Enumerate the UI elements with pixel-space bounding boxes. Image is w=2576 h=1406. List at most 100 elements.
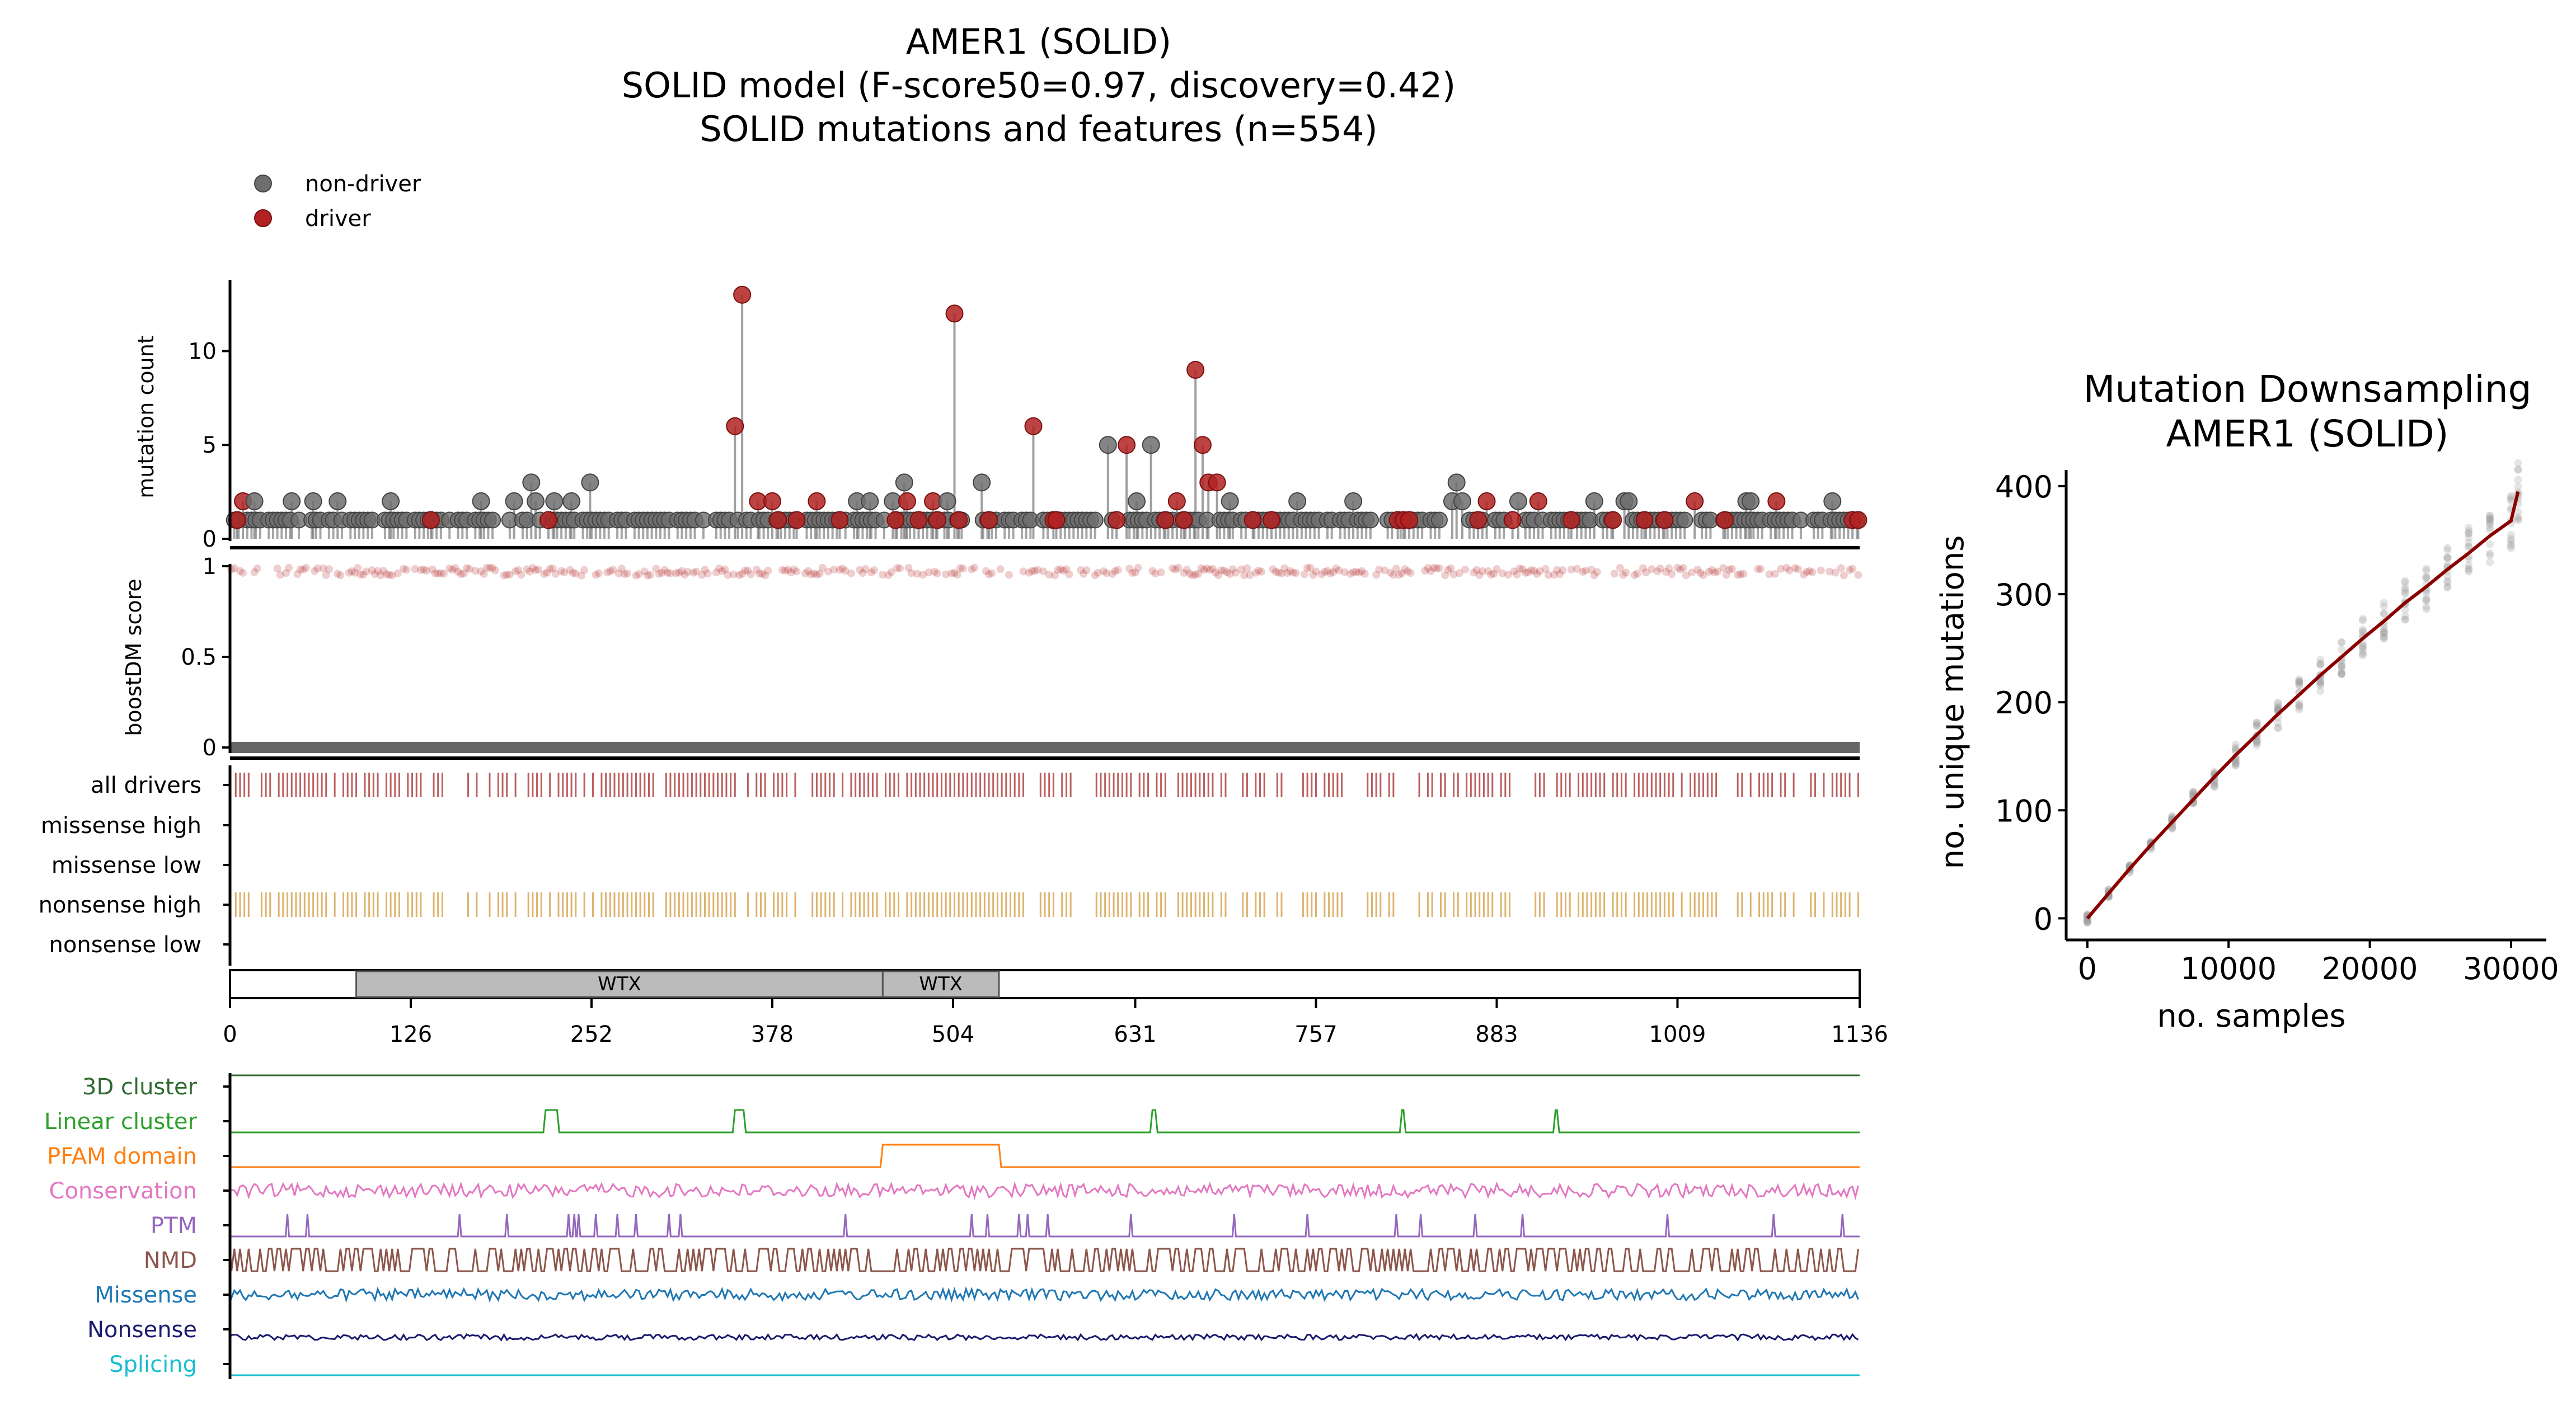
boostdm-point — [534, 565, 543, 573]
boostdm-point — [1277, 569, 1285, 577]
boostdm-point — [1045, 571, 1053, 579]
boostdm-point — [1355, 568, 1363, 577]
downsampling-replicate-point — [2253, 741, 2261, 750]
boostdm-point — [514, 566, 523, 575]
track-ticks — [234, 773, 1859, 917]
boostdm-point — [1180, 568, 1188, 577]
downsampling-title-line-2: AMER1 (SOLID) — [2166, 412, 2448, 455]
boostdm-point — [385, 571, 393, 579]
downsampling-replicate-point — [2401, 605, 2409, 614]
boostdm-point — [1148, 567, 1157, 575]
boostdm-point — [1846, 566, 1854, 574]
boostdm-point — [299, 565, 307, 573]
downsampling-replicate-point — [2514, 513, 2522, 521]
boostdm-point — [1441, 571, 1449, 580]
boostdm-point — [1619, 571, 1627, 579]
track-label: all drivers — [91, 773, 201, 798]
lollipop-head-non-driver — [1447, 473, 1466, 492]
boostdm-point — [1771, 570, 1779, 578]
boostdm-point — [1432, 564, 1441, 572]
boostdm-point — [715, 564, 724, 572]
boostdm-point — [1269, 565, 1277, 573]
boostdm-point — [830, 565, 838, 573]
boostdm-point — [1541, 565, 1550, 573]
downsampling-replicate-point — [2507, 544, 2515, 553]
downsampling-replicate-point — [2465, 566, 2473, 574]
downsampling-replicate-point — [2316, 660, 2325, 668]
downsampling-x-tick-label: 20000 — [2322, 951, 2418, 986]
boostdm-point — [884, 571, 893, 579]
boostdm-point — [681, 571, 689, 579]
downsampling-replicate-point — [2083, 916, 2091, 925]
boostdm-point — [1286, 567, 1294, 575]
boostdm-point — [1722, 571, 1730, 579]
boostdm-point — [807, 570, 815, 579]
downsampling-replicate-point — [2401, 584, 2409, 592]
boostdm-point — [790, 565, 798, 573]
boostdm-point — [1461, 565, 1470, 573]
boostdm-point — [431, 569, 439, 577]
boostdm-point — [896, 564, 904, 572]
boostdm-point — [856, 566, 864, 574]
boostdm-point — [471, 567, 480, 575]
boostdm-point — [841, 567, 850, 575]
boostdm-point — [658, 568, 666, 577]
boostdm-point — [1386, 568, 1395, 577]
feature-lines — [229, 1074, 1860, 1376]
downsampling-replicate-point — [2401, 615, 2409, 624]
lollipop-y-tick-label: 5 — [203, 432, 217, 458]
boostdm-point — [374, 567, 382, 575]
downsampling-replicate-point — [2231, 761, 2240, 769]
downsampling-replicate-point — [2422, 595, 2430, 603]
downsampling-replicate-point — [2422, 603, 2430, 611]
downsampling-replicate-point — [2401, 589, 2409, 598]
boostdm-point — [752, 566, 761, 574]
downsampling-chart: Mutation Downsampling AMER1 (SOLID) no. … — [1935, 368, 2559, 1034]
boostdm-y-tick-label: 0 — [203, 735, 217, 761]
boostdm-point — [617, 565, 626, 573]
boostdm-point — [1527, 566, 1535, 574]
downsampling-replicate-point — [2231, 759, 2240, 767]
boostdm-point — [758, 570, 767, 578]
boostdm-point — [660, 566, 669, 574]
downsampling-replicate-point — [2465, 567, 2473, 576]
title-line-3: SOLID mutations and features (n=554) — [700, 109, 1377, 149]
downsampling-replicate-point — [2443, 546, 2452, 554]
downsampling-replicate-point — [2401, 585, 2409, 594]
boostdm-point — [1805, 567, 1814, 575]
boostdm-point — [503, 571, 511, 579]
downsampling-replicate-point — [2486, 558, 2494, 566]
boostdm-point — [1398, 569, 1406, 577]
boostdm-point — [701, 566, 709, 574]
boostdm-point — [1077, 566, 1085, 574]
boostdm-point — [1553, 566, 1561, 574]
downsampling-replicate-point — [2486, 540, 2494, 548]
boostdm-point — [1128, 568, 1137, 577]
boostdm-point — [692, 567, 701, 576]
boostdm-point — [1817, 566, 1825, 575]
downsampling-replicate-point — [2443, 584, 2452, 592]
boostdm-point — [818, 563, 827, 572]
lollipop-head-driver — [1400, 511, 1419, 529]
downsampling-replicate-point — [2401, 577, 2409, 585]
lollipop-head-driver — [1244, 511, 1262, 529]
downsampling-replicate-point — [2231, 744, 2240, 752]
boostdm-point — [1424, 564, 1432, 572]
downsampling-replicate-point — [2514, 515, 2522, 523]
feature-line-missense — [229, 1286, 1859, 1303]
boostdm-point — [1705, 567, 1713, 576]
lollipop-head-driver — [1156, 511, 1175, 529]
downsampling-replicate-point — [2507, 542, 2515, 550]
lollipop-head-non-driver — [527, 492, 545, 510]
lollipop-head-driver — [1469, 511, 1488, 529]
downsampling-xlabel: no. samples — [2157, 998, 2345, 1034]
boostdm-point — [666, 569, 674, 577]
boostdm-point — [1521, 568, 1529, 577]
downsampling-replicate-point — [2507, 535, 2515, 543]
downsampling-replicate-point — [2507, 531, 2515, 539]
feature-label: Conservation — [49, 1178, 197, 1204]
boostdm-point — [1205, 566, 1214, 574]
downsampling-replicate-point — [2422, 574, 2430, 582]
downsampling-replicate-point — [2465, 543, 2473, 551]
boostdm-point — [1317, 570, 1326, 579]
